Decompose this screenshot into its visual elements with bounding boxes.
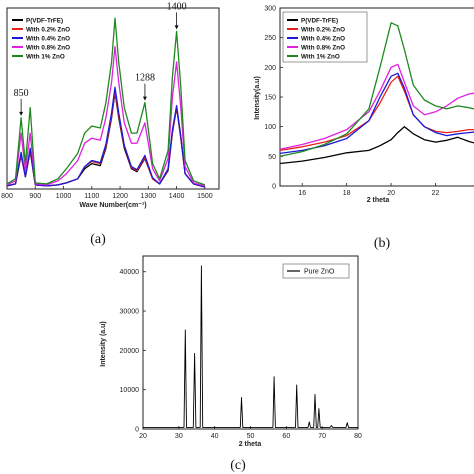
panel-b-series-line	[279, 75, 474, 152]
panel-c-legend: Pure ZnO	[282, 263, 350, 279]
panel-c-x-tick-label: 80	[354, 433, 362, 440]
panel-b-series-lines	[279, 22, 474, 165]
panel-a-x-tick-label: 1500	[197, 193, 213, 200]
panel-a-legend-label: With 0.2% ZnO	[26, 26, 70, 33]
panel-a-legend-label: With 0.4% ZnO	[26, 35, 70, 42]
panel-a-x-tick-label: 1400	[169, 193, 185, 200]
panel-c-y-tick-label: 10000	[120, 387, 140, 394]
panel-b-y-tick-label: 100	[264, 124, 276, 131]
panel-a-x-ticks: 800 900 1000 1100 1200 1300 1400 1500	[1, 186, 213, 200]
panel-c-x-tick-label: 30	[175, 433, 183, 440]
panel-a-legend-label: P(VDF-TrFE)	[26, 17, 63, 24]
panel-a-annotation-label: 1400	[167, 1, 187, 12]
panel-b-label: (b)	[374, 236, 391, 251]
panel-c-y-tick-label: 30000	[120, 309, 140, 316]
panel-b-y-tick-label: 200	[264, 65, 276, 72]
panel-b-y-tick-label: 50	[268, 154, 276, 161]
panel-b-y-tick-label: 150	[264, 95, 276, 102]
panel-c: 20 30 40 50 60 70 80 0 10000 20000 30000 40000 Pure…	[100, 255, 362, 473]
panel-c-legend-box	[282, 263, 350, 279]
panel-c-x-tick-label: 70	[318, 433, 326, 440]
panel-c-y-tick-label: 40000	[120, 269, 140, 276]
panel-c-x-axis-label: 2 theta	[239, 441, 262, 448]
panel-c-plot-frame	[142, 255, 359, 430]
panel-c-x-tick-label: 20	[139, 433, 147, 440]
panel-b-x-tick-label: 20	[387, 190, 395, 197]
panel-c-x-tick-label: 40	[211, 433, 219, 440]
panel-b-series-line	[279, 22, 474, 157]
panel-c-legend-label: Pure ZnO	[304, 269, 335, 276]
panel-a-legend-label: With 0.8% ZnO	[26, 44, 70, 51]
panel-b-x-tick-label: 18	[343, 190, 351, 197]
panel-a-annotations: 850 1288 1400	[14, 1, 187, 116]
panel-c-x-tick-label: 50	[247, 433, 255, 440]
panel-c-x-tick-label: 60	[282, 433, 290, 440]
panel-a-x-tick-label: 1100	[84, 193, 99, 200]
panel-c-ticks: 20 30 40 50 60 70 80 0 10000 20000 30000 40000	[120, 269, 362, 440]
panel-a-annotation-label: 1288	[135, 73, 155, 84]
panel-a-plot-frame	[6, 7, 220, 190]
panel-a-x-tick-label: 1000	[56, 193, 72, 200]
panel-b-y-tick-label: 300	[264, 6, 276, 13]
panel-b-legend: P(VDF-TrFE) With 0.2% ZnO With 0.4% ZnO Wit…	[282, 11, 368, 63]
panel-b-series-line	[279, 126, 474, 165]
panel-a-x-axis-label: Wave Number(cm⁻¹)	[79, 202, 146, 209]
panel-c-series-line	[143, 265, 358, 428]
panel-a: 800 900 1000 1100 1200 1300 1400 1500 850 1288 14…	[1, 1, 220, 247]
panel-a-x-tick-label: 800	[1, 193, 13, 200]
panel-b-ticks: 161820222050100150200250300	[264, 6, 440, 198]
panel-c-label: (c)	[230, 458, 246, 473]
panel-a-x-tick-label: 1200	[112, 193, 128, 200]
panel-b-legend-label: P(VDF-TrFE)	[301, 17, 338, 24]
panel-b-y-tick-label: 0	[272, 184, 276, 191]
panel-a-label: (a)	[90, 232, 106, 247]
panel-a-series-line	[6, 17, 206, 186]
panel-a-annotation-label: 850	[14, 88, 29, 99]
panel-a-series-line	[6, 91, 206, 188]
panel-a-series-line	[6, 90, 206, 188]
panel-b-series-line	[279, 72, 474, 155]
panel-a-legend: P(VDF-TrFE) With 0.2% ZnO With 0.4% ZnO Wit…	[12, 17, 70, 60]
panel-a-annotation-arrowhead	[174, 25, 179, 30]
panel-b-legend-label: With 0.4% ZnO	[301, 35, 345, 42]
panel-b: 161820222050100150200250300 P(VDF-TrFE)W…	[254, 6, 474, 251]
panel-b-legend-label: With 0.8% ZnO	[301, 44, 345, 51]
panel-b-y-tick-label: 250	[264, 35, 276, 42]
panel-c-y-tick-label: 0	[135, 427, 139, 434]
panel-c-y-axis-label: Intensity (a.u)	[100, 321, 107, 367]
panel-b-legend-label: With 1% ZnO	[301, 53, 340, 60]
panel-b-series-line	[279, 63, 474, 150]
panel-c-series-lines	[143, 265, 358, 428]
panel-a-annotation-arrowhead	[19, 111, 24, 116]
panel-a-annotation-arrowhead	[142, 96, 147, 101]
panel-a-legend-label: With 1% ZnO	[26, 53, 65, 60]
panel-b-legend-label: With 0.2% ZnO	[301, 26, 345, 33]
panel-a-x-tick-label: 1300	[141, 193, 157, 200]
panel-a-series-lines	[6, 17, 206, 188]
panel-a-x-tick-label: 900	[29, 193, 41, 200]
panel-b-x-axis-label: 2 theta	[367, 197, 390, 204]
panel-b-x-tick-label: 22	[432, 190, 440, 197]
panel-b-x-tick-label: 16	[298, 190, 306, 197]
panel-b-y-axis-label: Intensity(a.u)	[254, 76, 261, 120]
panel-c-y-tick-label: 20000	[120, 348, 140, 355]
